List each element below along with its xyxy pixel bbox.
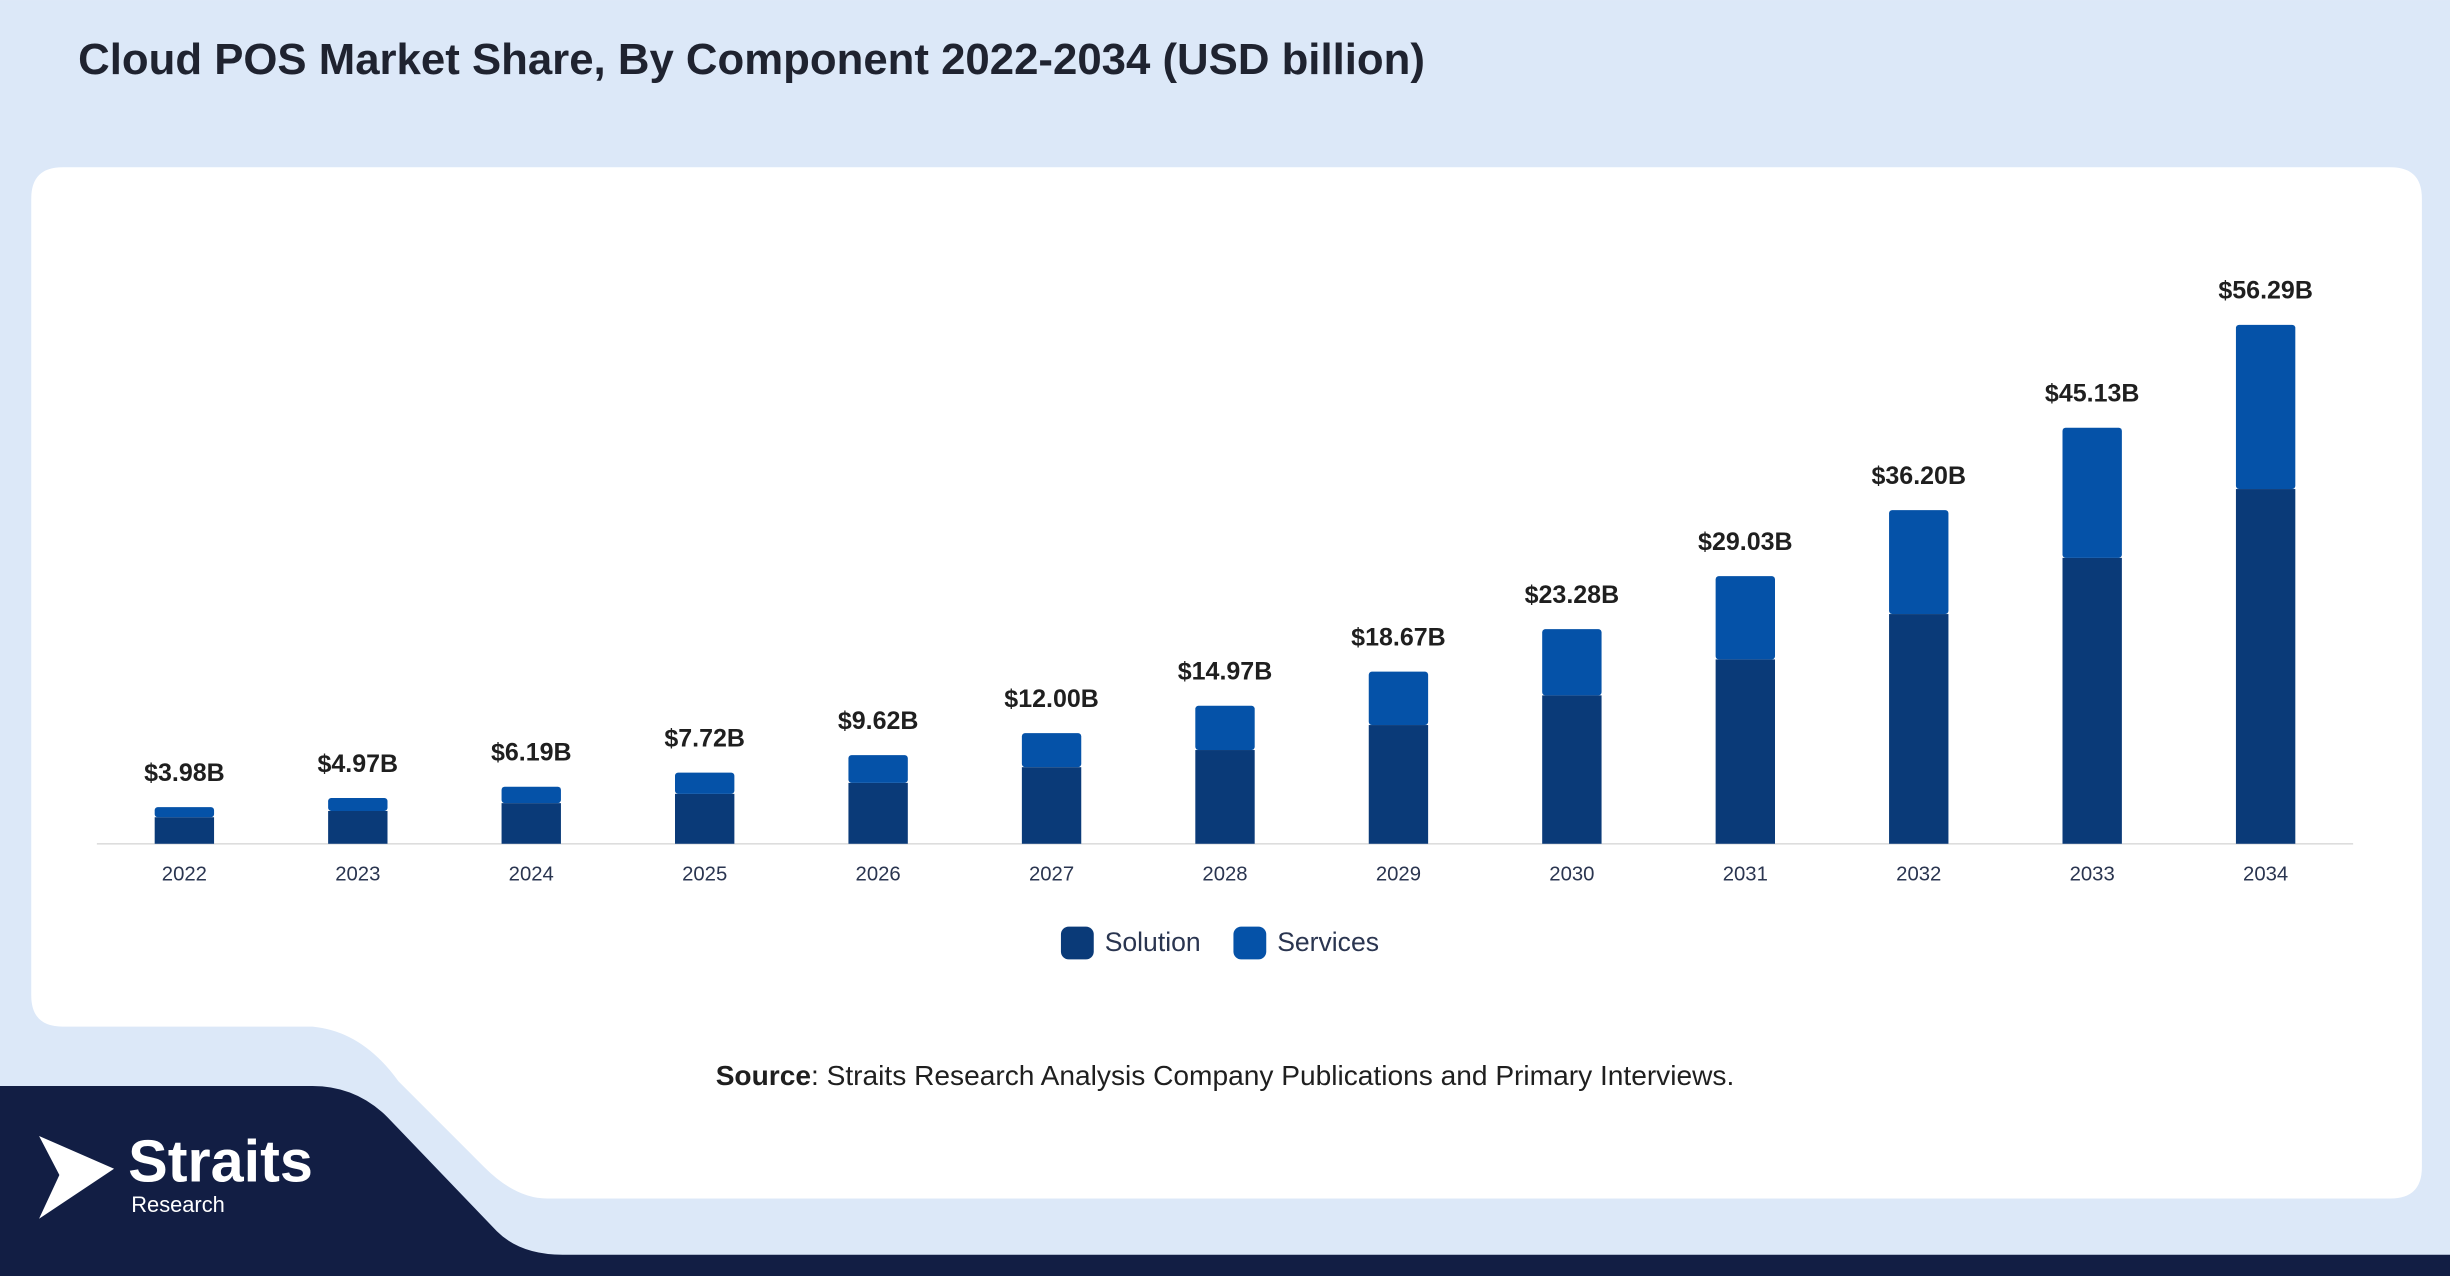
total-label: $14.97B — [1178, 658, 1273, 686]
total-label: $4.97B — [318, 750, 399, 778]
total-label: $9.62B — [838, 707, 919, 735]
bar-segment — [1889, 614, 1949, 844]
logo-name: Straits — [128, 1127, 313, 1194]
bar-segment — [1368, 725, 1429, 844]
bar-segment — [2235, 324, 2296, 490]
source: Source: Straits Research Analysis Compan… — [716, 1061, 1735, 1092]
bar-segment — [154, 817, 215, 844]
x-tick-label: 2025 — [682, 863, 727, 885]
x-tick-label: 2033 — [2070, 863, 2115, 885]
chart-title: Cloud POS Market Share, By Component 202… — [78, 35, 1425, 84]
logo-sub: Research — [131, 1192, 225, 1217]
card — [31, 167, 2422, 1199]
bar-segment — [2062, 557, 2122, 844]
total-label: $3.98B — [144, 759, 225, 787]
total-label: $18.67B — [1351, 623, 1446, 651]
x-tick-label: 2022 — [162, 863, 207, 885]
source-label: Source — [716, 1061, 811, 1092]
bar-segment — [2062, 427, 2122, 558]
logo-band — [0, 1085, 2450, 1276]
total-label: $56.29B — [2218, 277, 2313, 305]
total-label: $36.20B — [1871, 462, 1966, 490]
bar-segment — [675, 793, 735, 844]
x-tick-label: 2034 — [2243, 863, 2288, 885]
legend-label: Services — [1277, 927, 1379, 957]
bar-segment — [501, 803, 561, 844]
total-label: $12.00B — [1004, 685, 1099, 713]
bar-segment — [1715, 576, 1775, 660]
legend-swatch — [1060, 926, 1094, 960]
total-label: $6.19B — [491, 739, 572, 767]
bar-segment — [501, 786, 561, 804]
legend-swatch — [1233, 926, 1267, 960]
bar-segment — [1542, 695, 1602, 844]
bar-segment — [154, 807, 215, 818]
bar-segment — [1889, 510, 1949, 615]
x-tick-label: 2032 — [1896, 863, 1941, 885]
bar-segment — [1368, 671, 1429, 726]
bar-segment — [328, 810, 388, 844]
x-tick-label: 2023 — [335, 863, 380, 885]
total-label: $45.13B — [2045, 380, 2140, 408]
bar-segment — [1021, 733, 1082, 768]
bar-segment — [2235, 489, 2296, 844]
bar-segment — [1542, 629, 1602, 696]
bar-segment — [848, 782, 908, 844]
bar-segment — [1715, 659, 1775, 844]
x-tick-label: 2030 — [1549, 863, 1594, 885]
bar-segment — [848, 755, 908, 783]
bar-segment — [1021, 767, 1082, 844]
x-tick-label: 2028 — [1202, 863, 1247, 885]
x-tick-label: 2026 — [856, 863, 901, 885]
bar-segment — [1195, 705, 1255, 751]
x-tick-label: 2024 — [509, 863, 554, 885]
bar-segment — [1195, 750, 1255, 844]
total-label: $7.72B — [664, 724, 745, 752]
total-label: $23.28B — [1525, 581, 1620, 609]
source-text: : Straits Research Analysis Company Publ… — [811, 1061, 1734, 1092]
total-label: $29.03B — [1698, 528, 1793, 556]
x-tick-label: 2029 — [1376, 863, 1421, 885]
legend-label: Solution — [1105, 927, 1201, 957]
bar-segment — [675, 772, 735, 794]
x-tick-label: 2031 — [1723, 863, 1768, 885]
logo-icon — [39, 1135, 115, 1219]
x-tick-label: 2027 — [1029, 863, 1074, 885]
bar-segment — [328, 797, 388, 811]
